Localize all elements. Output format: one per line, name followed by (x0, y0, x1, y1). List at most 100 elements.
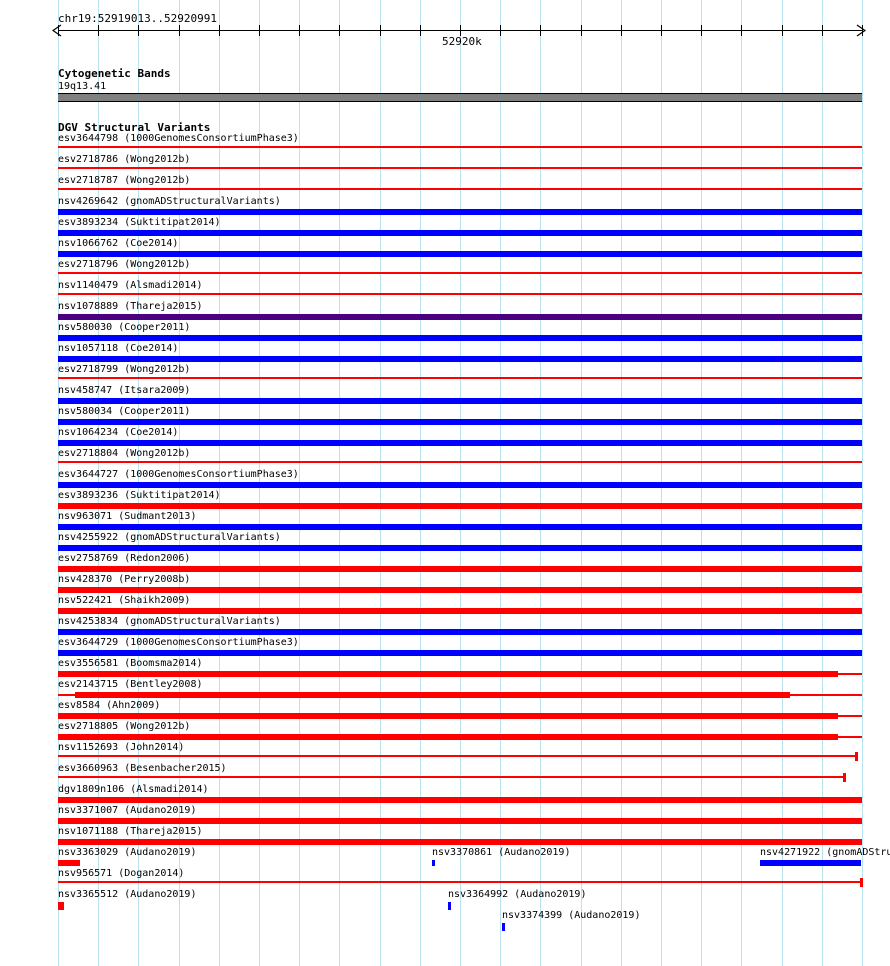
variant-row[interactable]: esv2718786 (Wong2012b) (0, 154, 890, 175)
variant-bar[interactable] (58, 881, 860, 883)
variant-label: nsv1057118 (Coe2014) (58, 343, 179, 354)
variant-end-tick (843, 773, 846, 782)
variant-row[interactable]: nsv1057118 (Coe2014) (0, 343, 890, 364)
variant-bar[interactable] (58, 629, 862, 635)
variant-bar[interactable] (448, 902, 451, 910)
variant-bar[interactable] (58, 839, 862, 845)
variant-label: nsv4255922 (gnomADStructuralVariants) (58, 532, 281, 543)
variant-label: nsv4271922 (gnomADStru (760, 847, 890, 858)
variant-bar[interactable] (58, 713, 838, 719)
variant-bar[interactable] (58, 146, 862, 148)
variant-row[interactable]: esv3893234 (Suktitipat2014) (0, 217, 890, 238)
variant-row[interactable]: esv2718799 (Wong2012b) (0, 364, 890, 385)
variant-row[interactable]: nsv4269642 (gnomADStructuralVariants) (0, 196, 890, 217)
variant-bar[interactable] (58, 503, 862, 509)
variant-bar[interactable] (58, 818, 862, 824)
variant-row[interactable]: nsv458747 (Itsara2009) (0, 385, 890, 406)
locus-label: chr19:52919013..52920991 (58, 12, 217, 25)
variant-row[interactable]: esv2718796 (Wong2012b) (0, 259, 890, 280)
variant-bar[interactable] (58, 566, 862, 572)
variant-bar[interactable] (58, 251, 862, 257)
variant-bar[interactable] (58, 587, 862, 593)
variant-row[interactable]: nsv1064234 (Coe2014) (0, 427, 890, 448)
variant-row[interactable]: nsv3374399 (Audano2019) (0, 910, 890, 931)
variant-row[interactable]: esv2758769 (Redon2006) (0, 553, 890, 574)
variant-bar[interactable] (58, 797, 862, 803)
variant-bar[interactable] (58, 776, 843, 778)
variant-row[interactable]: nsv4253834 (gnomADStructuralVariants) (0, 616, 890, 637)
variant-bar[interactable] (58, 356, 862, 362)
variant-row[interactable]: esv2718805 (Wong2012b) (0, 721, 890, 742)
variant-bar[interactable] (58, 650, 862, 656)
variant-row[interactable]: nsv1071188 (Thareja2015) (0, 826, 890, 847)
variant-row[interactable]: nsv3365512 (Audano2019) nsv3364992 (Audan… (0, 889, 890, 910)
variant-bar[interactable] (75, 692, 790, 698)
variant-row[interactable]: esv3644727 (1000GenomesConsortiumPhase3) (0, 469, 890, 490)
variant-row[interactable]: nsv3371007 (Audano2019) (0, 805, 890, 826)
variant-bar[interactable] (58, 314, 862, 320)
variant-row[interactable]: nsv4255922 (gnomADStructuralVariants) (0, 532, 890, 553)
variant-row[interactable]: nsv428370 (Perry2008b) (0, 574, 890, 595)
variant-bar[interactable] (58, 860, 80, 866)
variant-bar[interactable] (58, 377, 862, 379)
variant-bar[interactable] (58, 272, 862, 274)
variant-bar[interactable] (58, 482, 862, 488)
variant-row[interactable]: esv8584 (Ahn2009) (0, 700, 890, 721)
variant-bar[interactable] (58, 419, 862, 425)
variant-bar[interactable] (58, 734, 838, 740)
variant-row[interactable]: nsv963071 (Sudmant2013) (0, 511, 890, 532)
variant-bar[interactable] (58, 209, 862, 215)
variant-clip-line-left (58, 694, 75, 696)
variant-bar[interactable] (58, 188, 862, 190)
variant-bar[interactable] (502, 923, 505, 931)
variant-bar[interactable] (58, 335, 862, 341)
variant-bar[interactable] (58, 167, 862, 169)
variant-bar[interactable] (760, 860, 861, 866)
variant-bar[interactable] (58, 461, 862, 463)
variant-clip-line-right (790, 694, 862, 696)
variant-bar[interactable] (58, 608, 862, 614)
variant-row[interactable]: nsv1066762 (Coe2014) (0, 238, 890, 259)
variant-bar[interactable] (58, 755, 855, 757)
variant-row[interactable]: nsv580034 (Cooper2011) (0, 406, 890, 427)
ruler-coordinate-label: 52920k (442, 35, 482, 48)
variant-row[interactable]: nsv956571 (Dogan2014) (0, 868, 890, 889)
variant-label: nsv522421 (Shaikh2009) (58, 595, 191, 606)
cytogenetic-band-bar[interactable] (58, 93, 862, 102)
variant-bar[interactable] (58, 545, 862, 551)
variant-row[interactable]: nsv522421 (Shaikh2009) (0, 595, 890, 616)
variant-bar[interactable] (58, 671, 838, 677)
variant-clip-line-right (838, 736, 862, 738)
variant-label: nsv3364992 (Audano2019) (448, 889, 587, 900)
variant-bar[interactable] (432, 860, 435, 866)
variant-row[interactable]: dgv1809n106 (Alsmadi2014) (0, 784, 890, 805)
variant-row[interactable]: esv3644798 (1000GenomesConsortiumPhase3) (0, 133, 890, 154)
variant-bar[interactable] (58, 440, 862, 446)
ruler-tick (339, 25, 340, 36)
variant-label: esv2718796 (Wong2012b) (58, 259, 191, 270)
ruler-tick (179, 25, 180, 36)
variant-bar[interactable] (58, 902, 64, 910)
variant-row[interactable]: esv2718787 (Wong2012b) (0, 175, 890, 196)
variant-bar[interactable] (58, 293, 862, 295)
variant-label: nsv1066762 (Coe2014) (58, 238, 179, 249)
variant-bar[interactable] (58, 398, 862, 404)
variant-row[interactable]: esv3644729 (1000GenomesConsortiumPhase3) (0, 637, 890, 658)
variant-row[interactable]: nsv1140479 (Alsmadi2014) (0, 280, 890, 301)
variant-row[interactable]: esv3893236 (Suktitipat2014) (0, 490, 890, 511)
variant-row[interactable]: nsv580030 (Cooper2011) (0, 322, 890, 343)
variant-bar[interactable] (58, 230, 862, 236)
variant-row[interactable]: esv2143715 (Bentley2008) (0, 679, 890, 700)
variant-label: esv3893234 (Suktitipat2014) (58, 217, 221, 228)
variant-row[interactable]: esv3660963 (Besenbacher2015) (0, 763, 890, 784)
variant-bar[interactable] (58, 524, 862, 530)
variant-row[interactable]: esv3556581 (Boomsma2014) (0, 658, 890, 679)
ruler-tick (661, 25, 662, 36)
variant-row[interactable]: nsv1078889 (Thareja2015) (0, 301, 890, 322)
variant-row[interactable]: nsv1152693 (John2014) (0, 742, 890, 763)
ruler-tick (701, 25, 702, 36)
variant-row[interactable]: esv2718804 (Wong2012b) (0, 448, 890, 469)
variant-label: nsv4253834 (gnomADStructuralVariants) (58, 616, 281, 627)
variant-row[interactable]: nsv3363029 (Audano2019) nsv3370861 (Audan… (0, 847, 890, 868)
variant-label: esv3644729 (1000GenomesConsortiumPhase3) (58, 637, 299, 648)
